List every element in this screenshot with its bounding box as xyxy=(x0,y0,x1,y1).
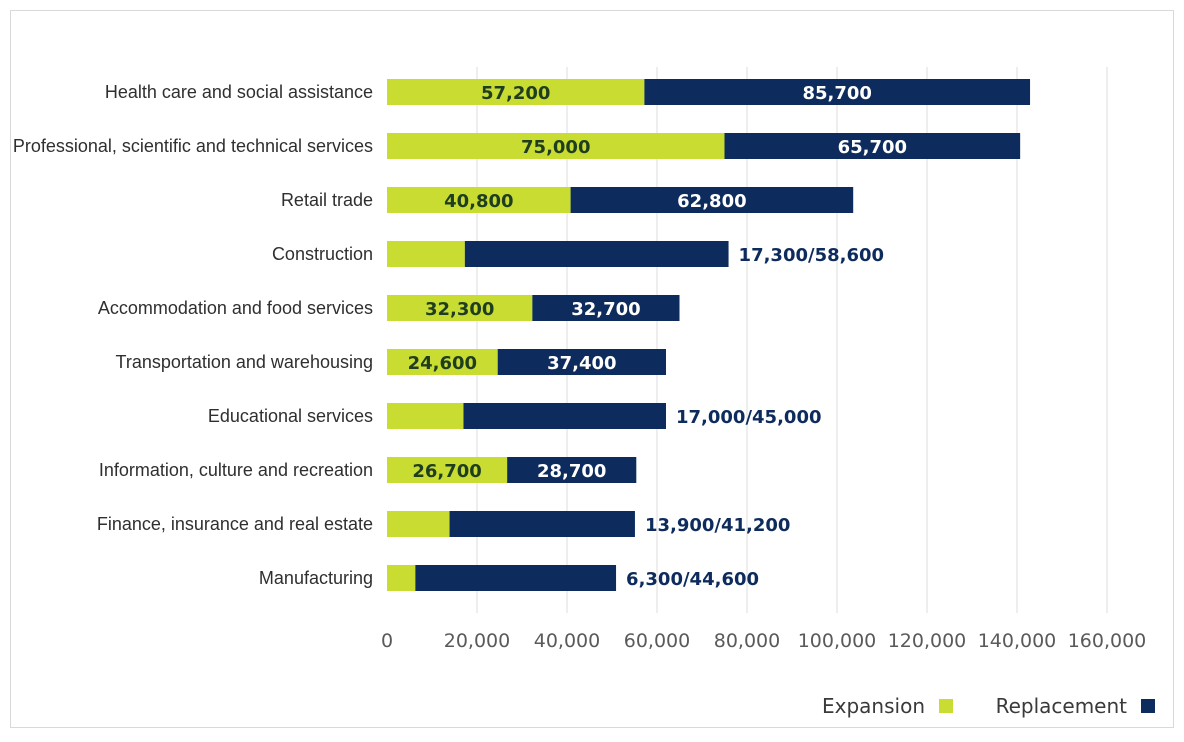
legend: Expansion Replacement xyxy=(822,694,1155,718)
data-label-replacement: 37,400 xyxy=(547,353,616,374)
data-label-combined: 17,300/58,600 xyxy=(739,245,885,266)
bar-expansion-retail-trade xyxy=(387,187,571,213)
bar-replacement-accommodation-and-food-services xyxy=(532,295,680,321)
category-labels: Health care and social assistance Profess… xyxy=(13,82,373,588)
bar-expansion-transportation-and-warehousing xyxy=(387,349,498,375)
bar-replacement-construction xyxy=(464,241,729,267)
legend-label-expansion: Expansion xyxy=(822,694,925,718)
data-label-replacement: 62,800 xyxy=(677,191,746,212)
data-label-replacement: 85,700 xyxy=(802,83,871,104)
x-tick-label: 140,000 xyxy=(978,630,1057,652)
category-label-transportation-and-warehousing: Transportation and warehousing xyxy=(116,352,374,372)
x-tick-label: 20,000 xyxy=(444,630,510,652)
bar-expansion-professional-scientific-and-technical-services xyxy=(387,133,725,159)
bar-expansion-information-culture-and-recreation xyxy=(387,457,508,483)
bar-expansion-health-care-and-social-assistance xyxy=(387,79,645,105)
x-tick-label: 40,000 xyxy=(534,630,600,652)
x-tick-label: 60,000 xyxy=(624,630,690,652)
bar-replacement-finance-insurance-and-real-estate xyxy=(449,511,635,537)
category-label-retail-trade: Retail trade xyxy=(281,190,373,210)
data-label-combined: 13,900/41,200 xyxy=(645,515,791,536)
bar-expansion-finance-insurance-and-real-estate xyxy=(387,511,450,537)
bar-replacement-information-culture-and-recreation xyxy=(507,457,637,483)
legend-swatch-expansion xyxy=(939,699,953,713)
bar-expansion-educational-services xyxy=(387,403,464,429)
category-label-finance-insurance-and-real-estate: Finance, insurance and real estate xyxy=(97,514,373,534)
data-label-expansion: 57,200 xyxy=(481,83,550,104)
x-tick-label: 80,000 xyxy=(714,630,780,652)
category-label-construction: Construction xyxy=(272,244,373,264)
data-label-expansion: 75,000 xyxy=(521,137,590,158)
x-tick-label: 120,000 xyxy=(888,630,967,652)
bar-expansion-manufacturing xyxy=(387,565,416,591)
category-label-health-care-and-social-assistance: Health care and social assistance xyxy=(105,82,373,102)
x-tick-label: 160,000 xyxy=(1068,630,1147,652)
chart-frame: 57,200 85,700 75,000 65,700 40,800 62,800 17,3… xyxy=(10,10,1174,728)
category-label-manufacturing: Manufacturing xyxy=(259,568,373,588)
bar-replacement-educational-services xyxy=(463,403,666,429)
legend-label-replacement: Replacement xyxy=(996,694,1128,718)
stacked-bar-chart: 57,200 85,700 75,000 65,700 40,800 62,800 17,3… xyxy=(13,67,1155,718)
category-label-information-culture-and-recreation: Information, culture and recreation xyxy=(99,460,373,480)
bar-replacement-health-care-and-social-assistance xyxy=(644,79,1031,105)
x-tick-label: 0 xyxy=(381,630,393,652)
x-axis-ticks: 0 20,000 40,000 60,000 80,000 100,000 120,000 1… xyxy=(381,630,1146,652)
category-label-accommodation-and-food-services: Accommodation and food services xyxy=(98,298,373,318)
bar-replacement-manufacturing xyxy=(415,565,617,591)
bar-replacement-professional-scientific-and-technical-services xyxy=(724,133,1021,159)
data-label-expansion: 26,700 xyxy=(412,461,481,482)
data-label-replacement: 32,700 xyxy=(571,299,640,320)
data-label-replacement: 28,700 xyxy=(537,461,606,482)
legend-swatch-replacement xyxy=(1141,699,1155,713)
data-label-expansion: 40,800 xyxy=(444,191,513,212)
bars: 57,200 85,700 75,000 65,700 40,800 62,800 17,3… xyxy=(387,79,1031,591)
bar-expansion-accommodation-and-food-services xyxy=(387,295,533,321)
bar-replacement-retail-trade xyxy=(570,187,854,213)
bar-expansion-construction xyxy=(387,241,465,267)
data-label-replacement: 65,700 xyxy=(838,137,907,158)
x-tick-label: 100,000 xyxy=(798,630,877,652)
data-label-expansion: 24,600 xyxy=(408,353,477,374)
data-label-expansion: 32,300 xyxy=(425,299,494,320)
category-label-educational-services: Educational services xyxy=(208,406,373,426)
bar-replacement-transportation-and-warehousing xyxy=(497,349,666,375)
data-label-combined: 6,300/44,600 xyxy=(626,569,759,590)
data-label-combined: 17,000/45,000 xyxy=(676,407,822,428)
category-label-professional-scientific-and-technical-services: Professional, scientific and technical s… xyxy=(13,136,373,156)
